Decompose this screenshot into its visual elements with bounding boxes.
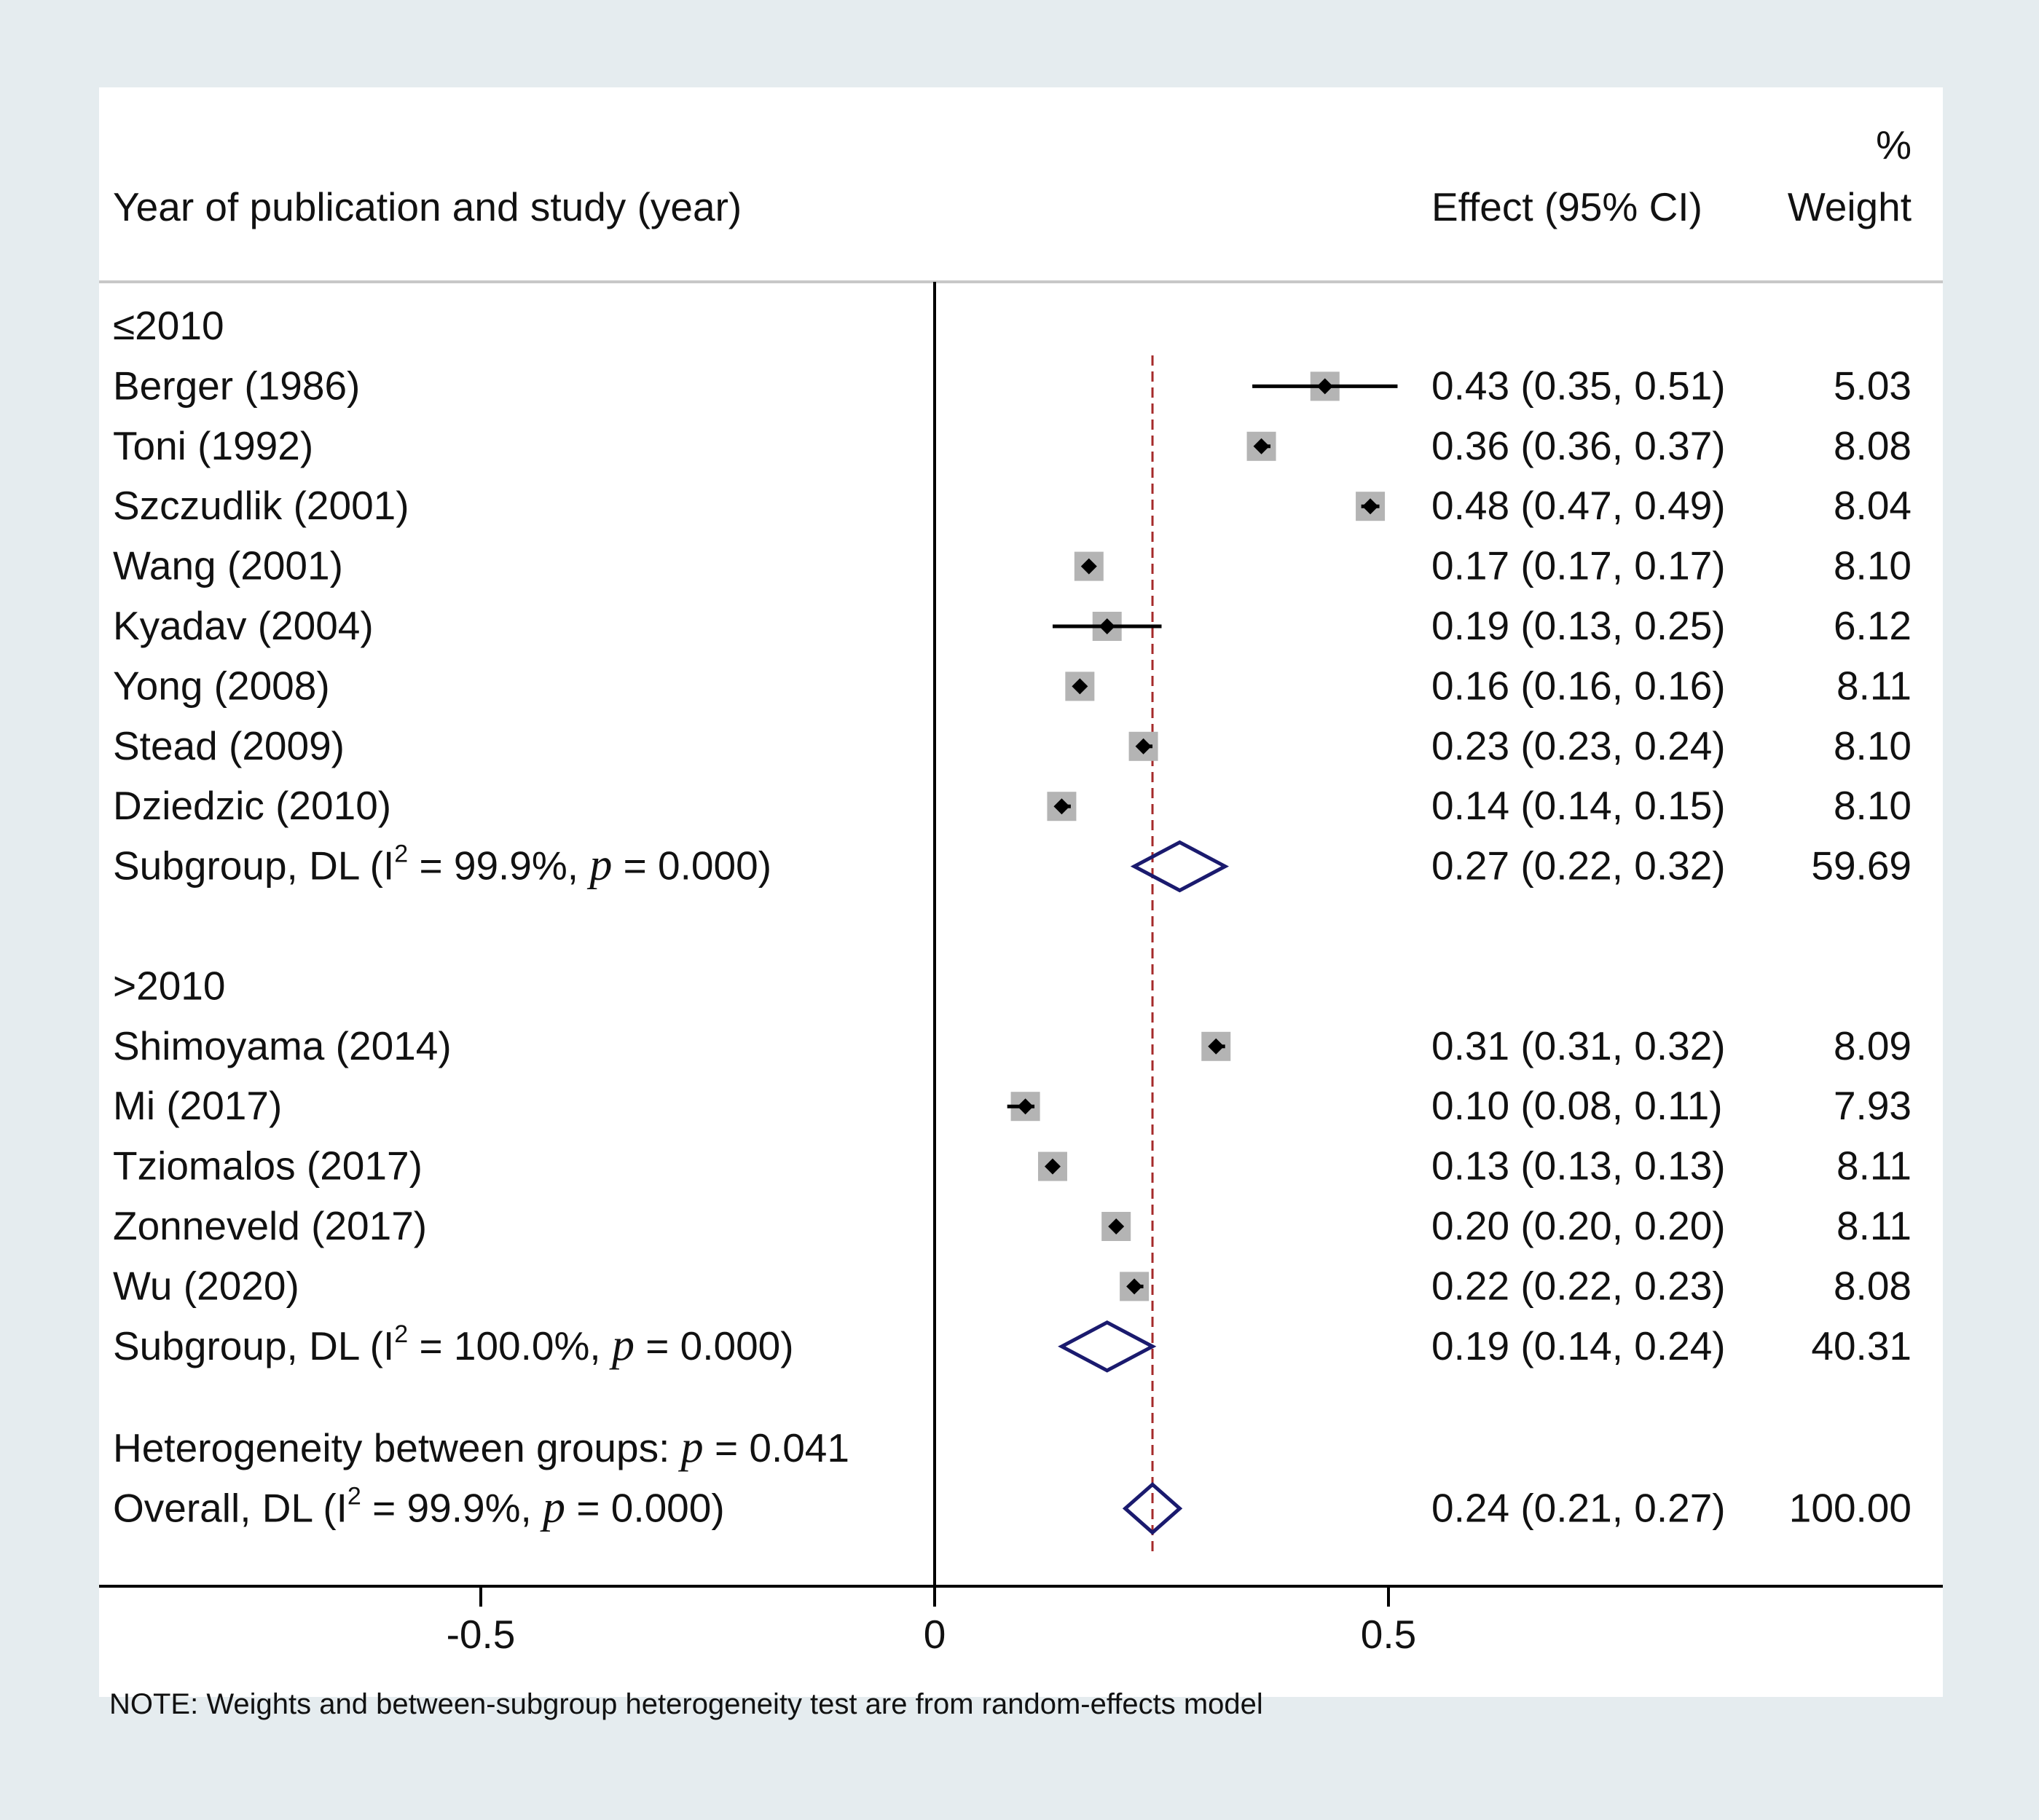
study-point-estimate [1108, 1218, 1125, 1234]
group-label: >2010 [113, 963, 225, 1008]
study-effect-ci: 0.31 (0.31, 0.32) [1431, 1023, 1726, 1068]
study-weight: 8.10 [1834, 783, 1912, 828]
study-weight: 8.08 [1834, 1263, 1912, 1308]
study-effect-ci: 0.14 (0.14, 0.15) [1431, 783, 1726, 828]
subgroup-weight: 40.31 [1811, 1323, 1912, 1368]
header-study-label: Year of publication and study (year) [113, 184, 742, 229]
study-label: Dziedzic (2010) [113, 783, 391, 828]
study-label: Mi (2017) [113, 1083, 282, 1128]
study-point-estimate [1080, 558, 1097, 575]
study-point-estimate [1316, 378, 1333, 395]
study-weight: 8.10 [1834, 723, 1912, 768]
study-point-estimate [1017, 1098, 1034, 1115]
study-label: Zonneveld (2017) [113, 1203, 427, 1248]
study-label: Wu (2020) [113, 1263, 299, 1308]
study-weight: 8.11 [1836, 1143, 1912, 1189]
study-effect-ci: 0.19 (0.13, 0.25) [1431, 603, 1726, 648]
study-effect-ci: 0.17 (0.17, 0.17) [1431, 543, 1726, 588]
study-point-estimate [1126, 1278, 1143, 1295]
study-weight: 6.12 [1834, 603, 1912, 648]
overall-diamond [1122, 1481, 1183, 1535]
study-label: Kyadav (2004) [113, 603, 374, 648]
study-label: Shimoyama (2014) [113, 1023, 452, 1068]
study-weight: 8.08 [1834, 423, 1912, 468]
study-effect-ci: 0.48 (0.47, 0.49) [1431, 483, 1726, 528]
study-effect-ci: 0.43 (0.35, 0.51) [1431, 363, 1726, 408]
study-label: Stead (2009) [113, 723, 345, 768]
study-effect-ci: 0.20 (0.20, 0.20) [1431, 1203, 1726, 1248]
x-axis-tick-label: 0 [924, 1612, 946, 1657]
subgroup-diamond [1058, 1320, 1157, 1373]
study-effect-ci: 0.13 (0.13, 0.13) [1431, 1143, 1726, 1189]
study-point-estimate [1099, 618, 1115, 634]
study-point-estimate [1208, 1038, 1225, 1055]
study-effect-ci: 0.36 (0.36, 0.37) [1431, 423, 1726, 468]
study-label: Szczudlik (2001) [113, 483, 409, 528]
plot-panel [99, 87, 1943, 1697]
subgroup-diamond [1130, 840, 1230, 893]
study-label: Toni (1992) [113, 423, 313, 468]
x-axis-tick-label: -0.5 [447, 1612, 516, 1657]
study-label: Yong (2008) [113, 663, 330, 708]
x-axis-tick-label: 0.5 [1361, 1612, 1416, 1657]
study-effect-ci: 0.22 (0.22, 0.23) [1431, 1263, 1726, 1308]
study-point-estimate [1135, 738, 1152, 755]
study-effect-ci: 0.16 (0.16, 0.16) [1431, 663, 1726, 708]
subgroup-summary-label: Subgroup, DL (I2 = 99.9%, p = 0.000) [113, 840, 771, 890]
group-label: ≤2010 [113, 303, 224, 348]
study-weight: 5.03 [1834, 363, 1912, 408]
study-weight: 8.11 [1836, 1203, 1912, 1248]
study-weight: 7.93 [1834, 1083, 1912, 1128]
study-label: Berger (1986) [113, 363, 360, 408]
study-point-estimate [1362, 498, 1379, 515]
study-weight: 8.10 [1834, 543, 1912, 588]
study-point-estimate [1044, 1158, 1061, 1175]
study-weight: 8.04 [1834, 483, 1912, 528]
overall-summary-label: Overall, DL (I2 = 99.9%, p = 0.000) [113, 1482, 725, 1532]
subgroup-summary-label: Subgroup, DL (I2 = 100.0%, p = 0.000) [113, 1320, 794, 1370]
forest-rows: ≤2010 Berger (1986) 0.43 (0.35, 0.51) 5.03 T… [99, 282, 1943, 1657]
footnote: NOTE: Weights and between-subgroup heter… [109, 1688, 1263, 1720]
study-weight: 8.11 [1836, 663, 1912, 708]
heterogeneity-label: Heterogeneity between groups: p = 0.041 [113, 1422, 849, 1472]
study-effect-ci: 0.23 (0.23, 0.24) [1431, 723, 1726, 768]
study-point-estimate [1253, 438, 1270, 454]
study-effect-ci: 0.10 (0.08, 0.11) [1431, 1083, 1723, 1128]
study-point-estimate [1053, 798, 1070, 815]
study-point-estimate [1072, 678, 1088, 695]
header-percent-sign: % [1876, 122, 1912, 168]
study-label: Wang (2001) [113, 543, 343, 588]
header-effect-label: Effect (95% CI) [1431, 184, 1702, 229]
overall-effect-ci: 0.24 (0.21, 0.27) [1431, 1485, 1726, 1530]
subgroup-effect-ci: 0.19 (0.14, 0.24) [1431, 1323, 1726, 1368]
study-weight: 8.09 [1834, 1023, 1912, 1068]
study-label: Tziomalos (2017) [113, 1143, 423, 1189]
header-weight-label: Weight [1788, 184, 1912, 229]
subgroup-weight: 59.69 [1811, 843, 1912, 889]
overall-weight: 100.00 [1789, 1485, 1912, 1530]
subgroup-effect-ci: 0.27 (0.22, 0.32) [1431, 843, 1726, 889]
